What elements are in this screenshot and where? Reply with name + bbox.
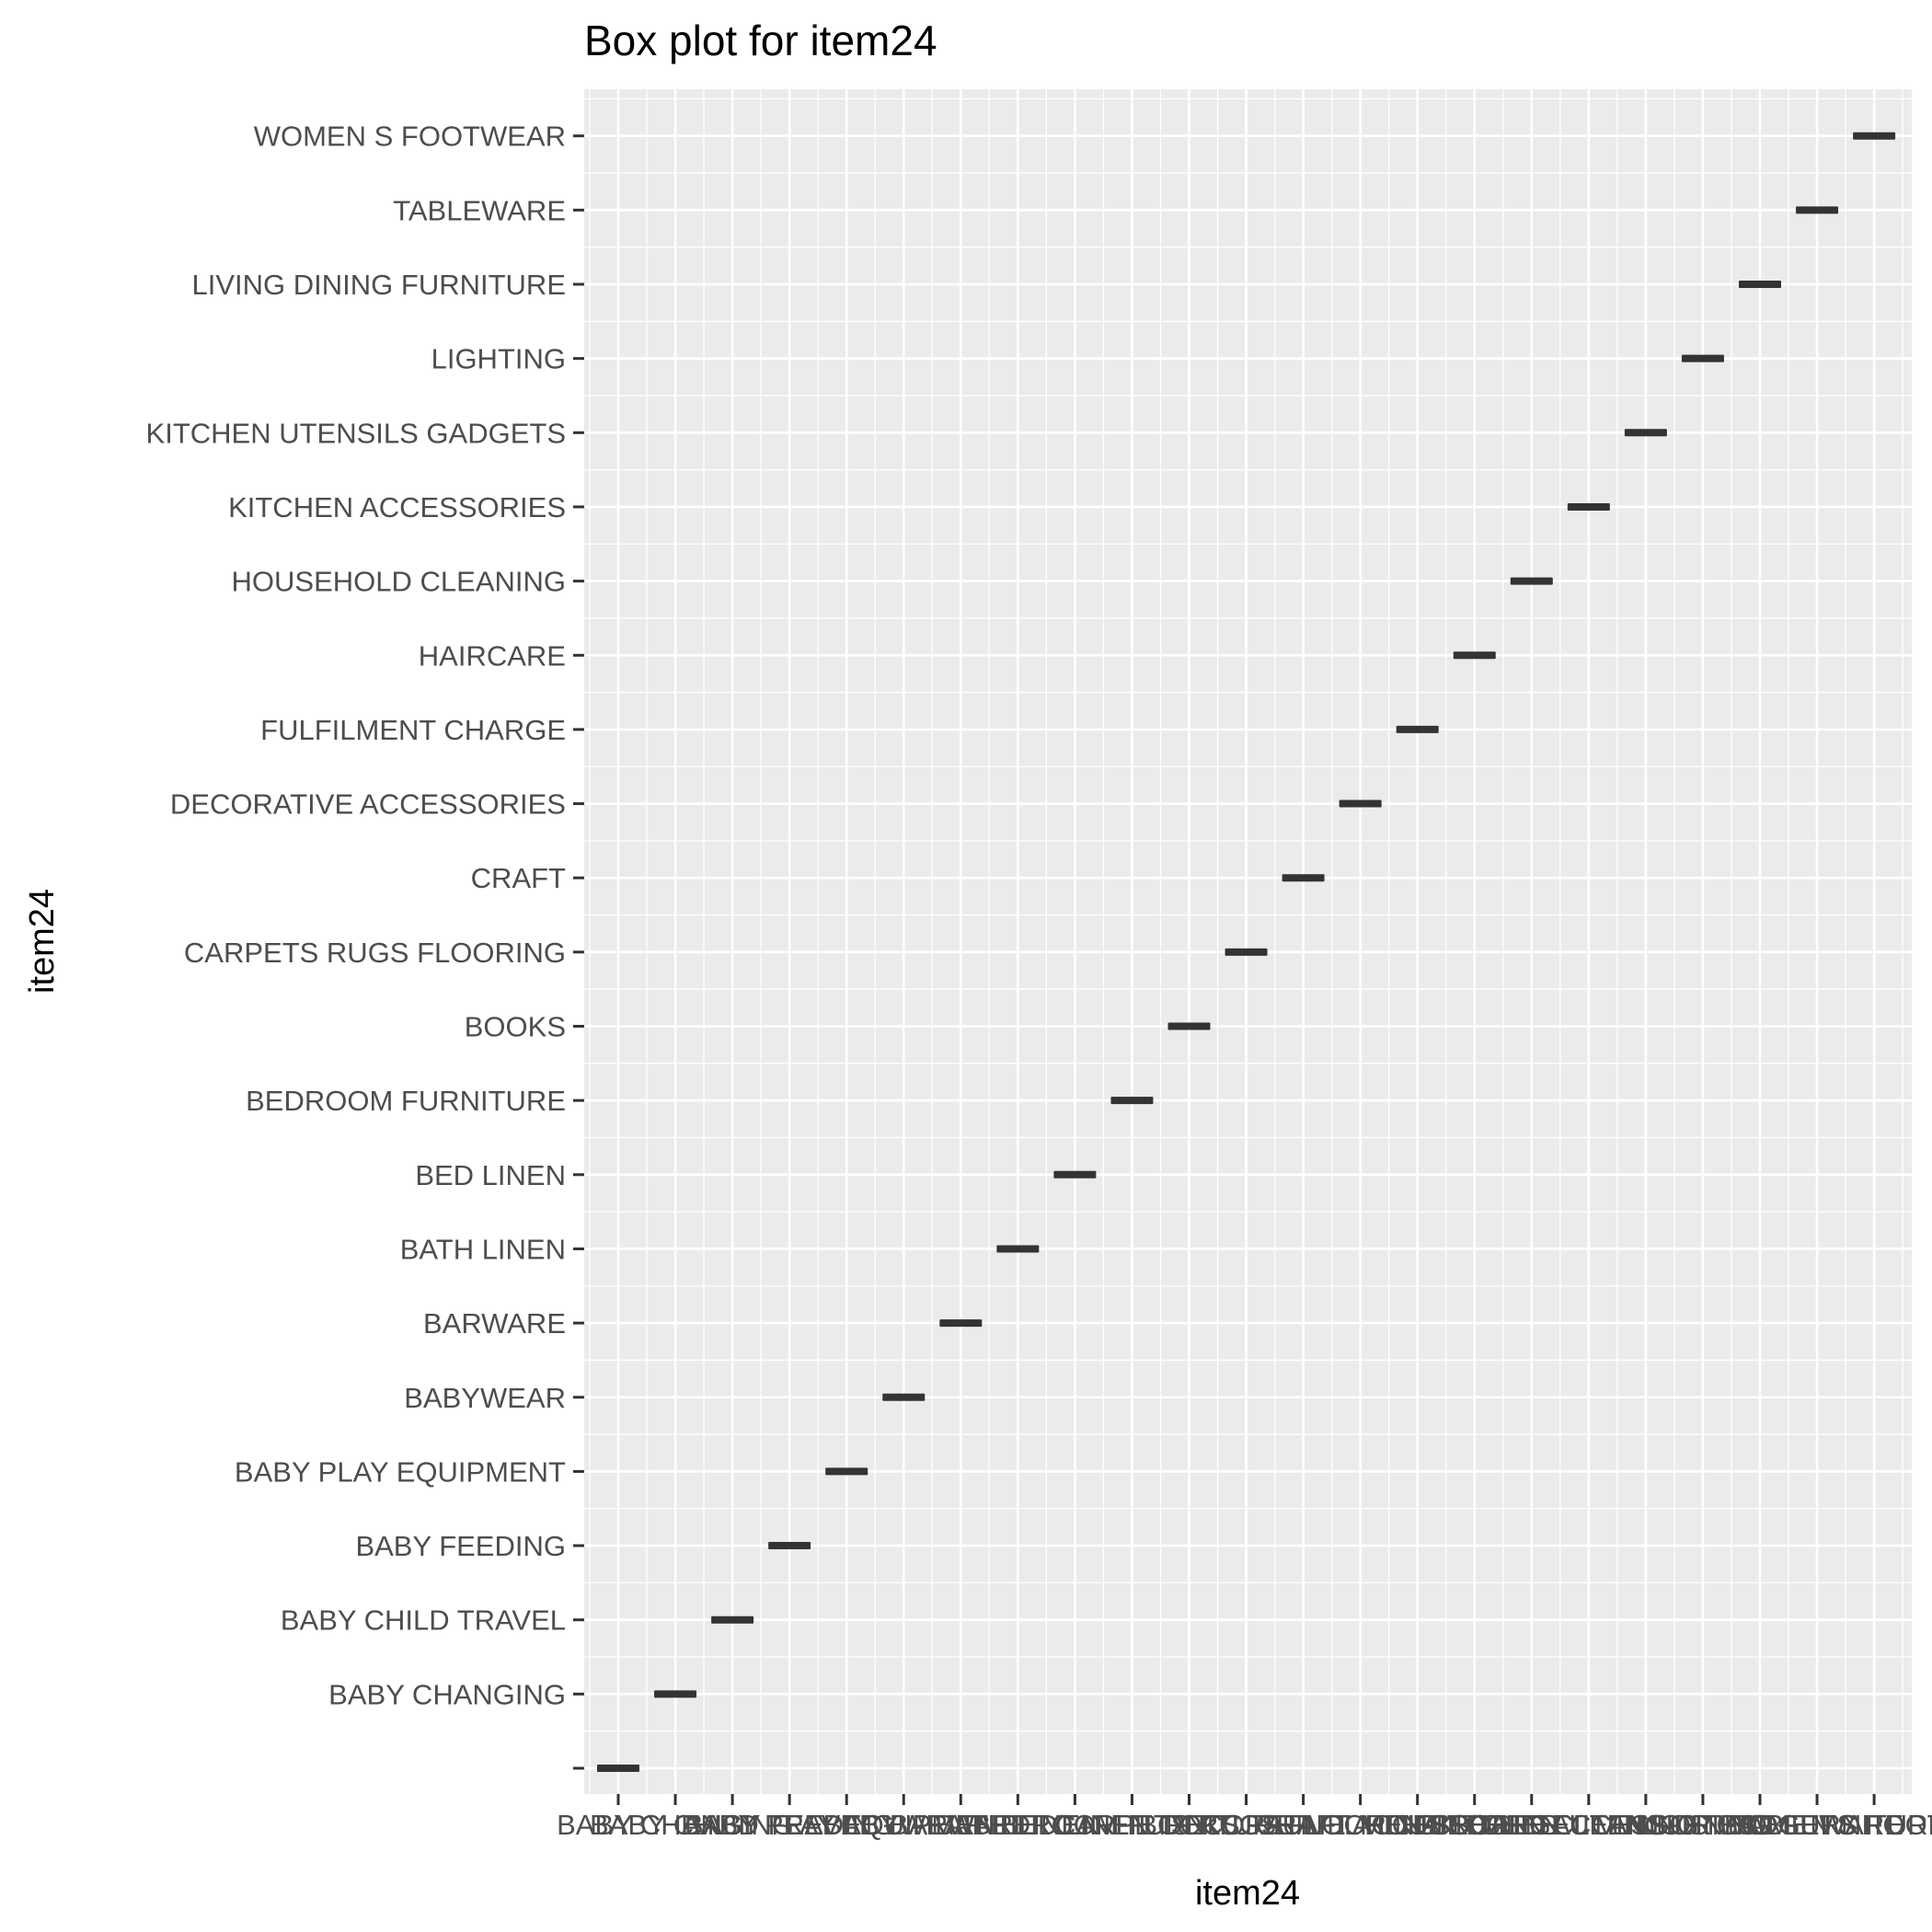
x-tick-label: BOOKS xyxy=(1138,1809,1239,1841)
box-HOUSEHOLD CLEANING xyxy=(1510,577,1553,585)
box-BARWARE xyxy=(939,1319,983,1328)
y-tick-label: BEDROOM FURNITURE xyxy=(246,1085,566,1117)
box-BABY FEEDING xyxy=(768,1542,811,1550)
box-FULFILMENT CHARGE xyxy=(1396,725,1439,733)
box-BOOKS xyxy=(1167,1022,1211,1030)
x-tick-label: BABY PLAY EQUIPMENT xyxy=(681,1809,1012,1841)
x-tick-label: BED LINEN xyxy=(1000,1809,1151,1841)
y-axis: BABY CHANGING BABY CHILD TRAVEL BABY FEEDI… xyxy=(146,121,584,1770)
box-blank xyxy=(597,1765,639,1772)
box-WOMEN S FOOTWEAR xyxy=(1853,132,1896,140)
x-axis-title: item24 xyxy=(1195,1874,1300,1913)
major-gridlines xyxy=(584,89,1912,1794)
y-tick-label: KITCHEN ACCESSORIES xyxy=(228,491,566,523)
box-BED LINEN xyxy=(1053,1170,1097,1179)
box-BATH LINEN xyxy=(996,1245,1040,1253)
y-tick-label: BABY CHANGING xyxy=(328,1678,566,1710)
x-tick-label: BEDROOM FURNITURE xyxy=(972,1809,1293,1841)
minor-gridlines xyxy=(584,89,1912,1794)
x-tick-label: HOUSEHOLD CLEANING xyxy=(1364,1809,1698,1841)
y-tick-label: BED LINEN xyxy=(415,1159,566,1191)
y-tick-label: LIVING DINING FURNITURE xyxy=(192,269,566,301)
y-tick-label: HOUSEHOLD CLEANING xyxy=(232,566,566,598)
x-tick-label: LIVING DINING FURNITURE xyxy=(1573,1809,1932,1841)
x-tick-label: WOMEN S FOOTWEAR xyxy=(1718,1809,1932,1841)
x-tick-label: KITCHEN UTENSILS GADGETS xyxy=(1436,1809,1856,1841)
y-tick-label: BABY CHILD TRAVEL xyxy=(281,1604,566,1637)
y-tick-label: BABY PLAY EQUIPMENT xyxy=(235,1455,566,1488)
box-BEDROOM FURNITURE xyxy=(1110,1097,1154,1105)
y-tick-label: BATH LINEN xyxy=(400,1233,566,1265)
box-BABYWEAR xyxy=(882,1393,926,1401)
box-KITCHEN UTENSILS GADGETS xyxy=(1624,429,1667,437)
plot-panel xyxy=(584,89,1912,1794)
y-tick-label: CARPETS RUGS FLOORING xyxy=(184,937,566,969)
y-tick-label: BABYWEAR xyxy=(404,1382,566,1414)
box-CARPETS RUGS FLOORING xyxy=(1225,948,1268,956)
y-tick-label: LIGHTING xyxy=(431,343,566,375)
box-CRAFT xyxy=(1282,874,1325,882)
x-tick-label: BATH LINEN xyxy=(935,1809,1100,1841)
y-tick-label: BABY FEEDING xyxy=(355,1530,566,1562)
box-BABY PLAY EQUIPMENT xyxy=(825,1467,868,1476)
x-tick-label: CRAFT xyxy=(1256,1809,1351,1841)
x-tick-label: BABY CHANGING xyxy=(557,1809,794,1841)
x-tick-label: KITCHEN ACCESSORIES xyxy=(1420,1809,1757,1841)
boxes xyxy=(597,132,1896,1772)
x-tick-label: BABYWEAR xyxy=(822,1809,984,1841)
box-BABY CHILD TRAVEL xyxy=(711,1616,754,1624)
x-tick-label: FULFILMENT CHARGE xyxy=(1265,1809,1570,1841)
x-tick-label: BABY CHILD TRAVEL xyxy=(590,1809,875,1841)
x-tick-label: BABY FEEDING xyxy=(684,1809,895,1841)
box-HAIRCARE xyxy=(1453,651,1496,660)
y-tick-label: TABLEWARE xyxy=(393,194,566,226)
y-tick-label: DECORATIVE ACCESSORIES xyxy=(170,788,566,821)
chart-title: Box plot for item24 xyxy=(584,17,937,64)
x-tick-label: BARWARE xyxy=(890,1809,1032,1841)
y-axis-title: item24 xyxy=(23,889,62,994)
x-tick-label: DECORATIVE ACCESSORIES xyxy=(1163,1809,1558,1841)
box-DECORATIVE ACCESSORIES xyxy=(1339,799,1382,808)
box-BABY CHANGING xyxy=(654,1690,697,1698)
y-tick-label: HAIRCARE xyxy=(419,639,566,672)
y-tick-label: CRAFT xyxy=(471,862,566,894)
box-TABLEWARE xyxy=(1796,206,1839,214)
y-tick-label: WOMEN S FOOTWEAR xyxy=(254,121,566,153)
y-tick-label: FULFILMENT CHARGE xyxy=(260,714,566,746)
x-tick-label: HAIRCARE xyxy=(1401,1809,1548,1841)
y-tick-label: KITCHEN UTENSILS GADGETS xyxy=(146,417,566,449)
x-tick-label: LIGHTING xyxy=(1636,1809,1770,1841)
x-tick-label: CARPETS RUGS FLOORING xyxy=(1055,1809,1437,1841)
box-KITCHEN ACCESSORIES xyxy=(1567,502,1610,511)
box-LIVING DINING FURNITURE xyxy=(1739,281,1781,288)
y-tick-label: BARWARE xyxy=(423,1307,566,1340)
box-LIGHTING xyxy=(1681,354,1724,362)
y-tick-label: BOOKS xyxy=(465,1011,566,1043)
x-tick-label: TABLEWARE xyxy=(1731,1809,1903,1841)
